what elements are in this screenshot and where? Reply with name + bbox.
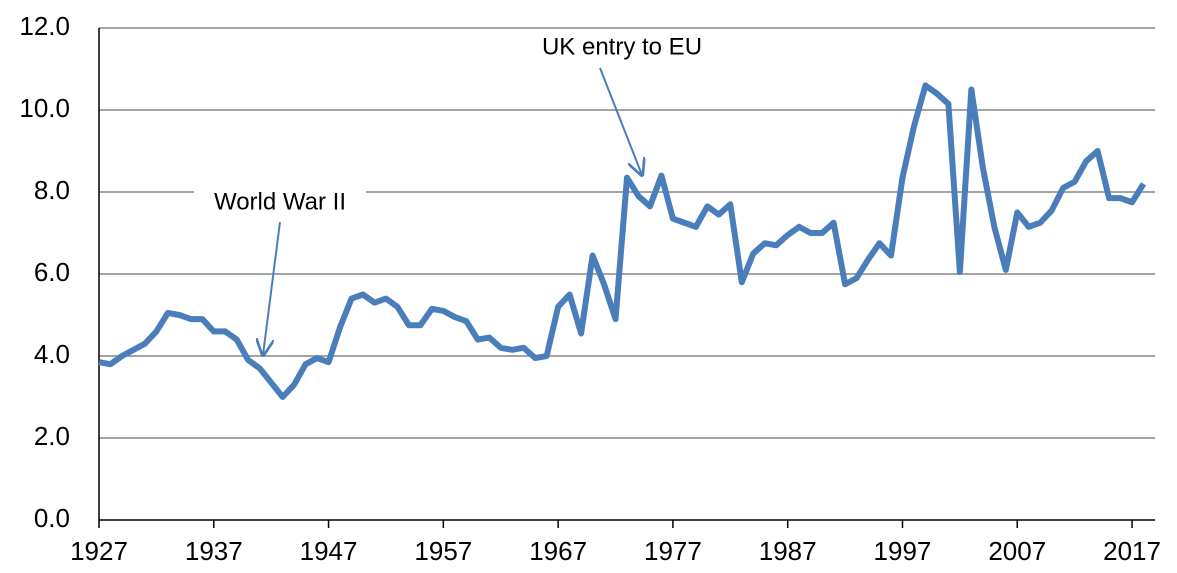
x-tick-label: 2007 (988, 536, 1046, 566)
y-tick-label: 12.0 (19, 11, 70, 41)
annotation: World War II (214, 188, 346, 215)
x-tick-label: 1967 (529, 536, 587, 566)
y-tick-label: 8.0 (34, 175, 70, 205)
x-tick-label: 1937 (185, 536, 243, 566)
annotation-background (193, 184, 367, 220)
x-tick-label: 1957 (414, 536, 472, 566)
y-tick-label: 6.0 (34, 257, 70, 287)
x-tick-label: 1977 (644, 536, 702, 566)
annotation: UK entry to EU (542, 33, 702, 60)
x-tick-label: 1947 (300, 536, 358, 566)
annotation-background (521, 29, 723, 65)
x-tick-label: 1927 (70, 536, 128, 566)
annotation-arrow (263, 221, 281, 355)
x-tick-label: 2017 (1103, 536, 1161, 566)
y-tick-label: 10.0 (19, 93, 70, 123)
annotation-arrow (599, 67, 642, 175)
x-tick-label: 1997 (874, 536, 932, 566)
y-tick-label: 0.0 (34, 503, 70, 533)
y-tick-label: 4.0 (34, 339, 70, 369)
x-tick-label: 1987 (759, 536, 817, 566)
y-tick-label: 2.0 (34, 421, 70, 451)
data-line (98, 82, 1147, 400)
